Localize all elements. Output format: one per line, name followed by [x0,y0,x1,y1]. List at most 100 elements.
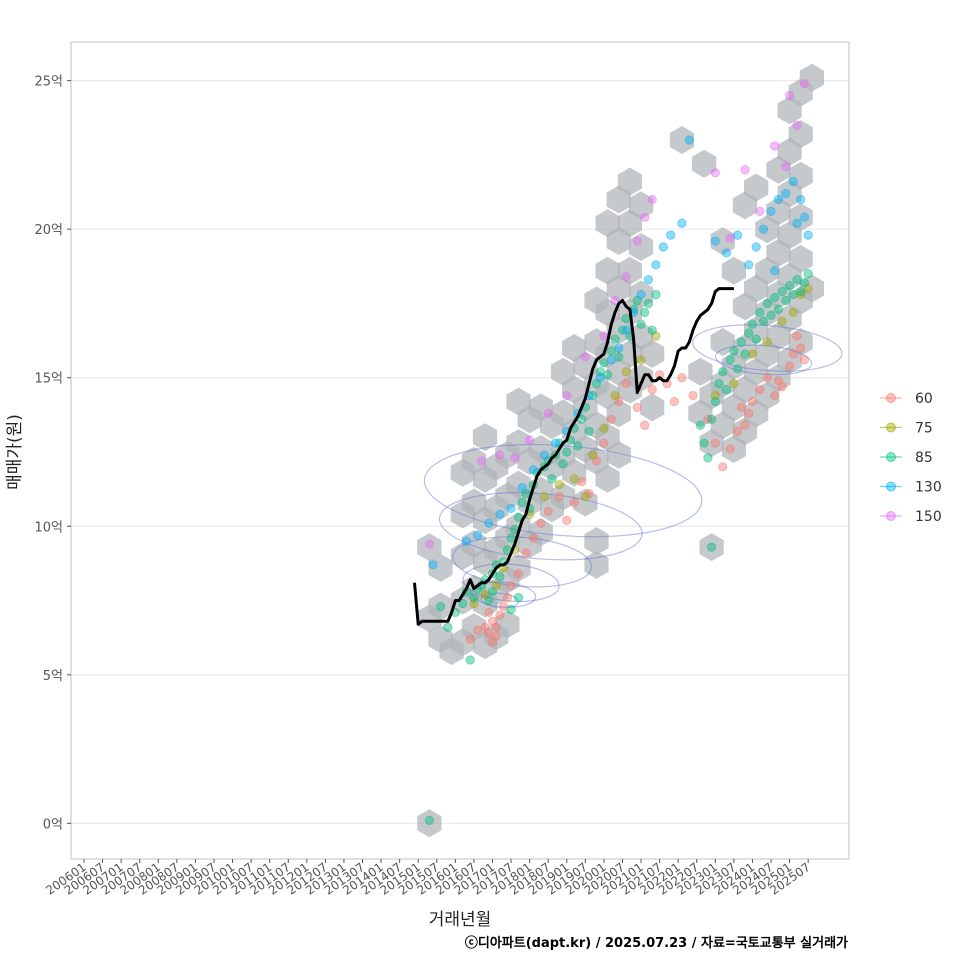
scatter-point-130 [621,325,631,335]
scatter-point-150 [476,456,486,466]
trend-line-path [413,287,734,626]
scatter-point-60 [784,361,795,371]
scatter-point-85 [517,497,527,508]
legend-key-85 [886,452,896,462]
scatter-point-60 [621,379,631,389]
scatter-point-85 [758,316,769,326]
hexbin-cell [617,256,642,285]
scatter-point-130 [551,438,561,448]
scatter-point-60 [484,607,494,618]
y-tick-label: 20억 [34,223,63,238]
scatter-point-75 [621,367,631,377]
scatter-point-85 [706,414,717,424]
scatter-point-85 [784,281,795,291]
scatter-point-150 [621,272,631,282]
scatter-point-130 [595,373,605,383]
scatter-point-85 [695,420,706,430]
scatter-point-150 [562,390,572,401]
scatter-point-85 [721,384,732,395]
hexbin-cell [495,610,520,639]
hexbin-cell [606,399,631,428]
scatter-point-75 [539,491,550,502]
scatter-point-60 [725,444,735,454]
hexbin-cell [562,458,587,487]
scatter-point-60 [647,384,657,395]
scatter-point-85 [740,349,750,359]
scatter-point-85 [725,355,735,365]
scatter-point-75 [554,480,564,490]
scatter-point-130 [751,242,761,252]
scatter-point-85 [803,269,813,279]
density-contour [438,492,643,561]
scatter-point-85 [699,438,709,448]
scatter-point-75 [588,450,598,460]
scatter-point-130 [495,509,505,519]
scatter-point-85 [588,390,598,401]
hexbin-cell [744,173,769,202]
scatter-point-60 [677,373,687,383]
scatter-point-130 [643,275,654,285]
scatter-point-85 [636,319,646,329]
scatter-point-130 [803,230,813,240]
scatter-point-85 [547,474,557,484]
scatter-point-130 [721,248,732,258]
scatter-point-130 [473,530,483,540]
scatter-point-85 [755,307,765,317]
legend-label-60: 60 [915,391,933,407]
scatter-point-85 [751,334,761,344]
scatter-point-60 [744,408,754,418]
scatter-point-85 [770,292,780,303]
scatter-point-130 [539,450,550,460]
hexbin-cell [699,533,724,562]
scatter-point-150 [424,539,434,549]
scatter-point-85 [747,319,758,329]
scatter-point-150 [647,194,657,205]
scatter-point-75 [777,316,787,326]
hexbin-cell [584,550,609,579]
scatter-point-60 [740,420,750,430]
scatter-point-85 [781,295,791,306]
scatter-point-60 [792,331,802,341]
scatter-point-130 [792,218,802,228]
hexbin-cell [506,553,531,582]
scatter-point-85 [766,310,776,320]
hexbin-cell [640,393,665,422]
scatter-point-150 [740,165,750,175]
scatter-points [424,78,813,825]
scatter-point-130 [799,212,810,222]
scatter-point-130 [606,355,616,365]
scatter-point-75 [610,390,620,401]
scatter-point-150 [510,453,520,463]
scatter-point-130 [710,236,720,246]
scatter-point-130 [658,242,668,252]
hexbin-cell [669,126,694,154]
hexbin-cell [710,328,735,357]
scatter-point-130 [770,266,780,276]
scatter-point-75 [580,491,590,502]
scatter-point-130 [788,177,798,187]
scatter-point-130 [614,343,624,353]
scatter-point-60 [669,396,680,407]
scatter-point-60 [632,402,642,413]
hexbin-cell [472,423,498,452]
density-contour [423,443,703,538]
scatter-point-85 [424,815,434,825]
scatter-point-85 [647,325,657,335]
scatter-point-85 [799,278,810,288]
hexbin-layer [417,63,824,838]
scatter-point-85 [562,447,572,457]
hexbin-cell [692,149,717,178]
scatter-point-60 [491,622,501,632]
scatter-point-130 [636,289,646,300]
scatter-point-85 [513,592,524,603]
x-axis-title: 거래년월 [429,910,492,930]
hexbin-cell [550,482,576,511]
scatter-point-150 [770,141,780,151]
hexbin-cell [617,167,642,196]
scatter-point-130 [506,503,516,514]
y-tick-label: 5억 [43,669,63,684]
scatter-point-75 [729,379,739,389]
hexbin-cell [417,533,442,562]
scatter-point-150 [792,120,802,130]
hexbin-cell [788,244,813,273]
